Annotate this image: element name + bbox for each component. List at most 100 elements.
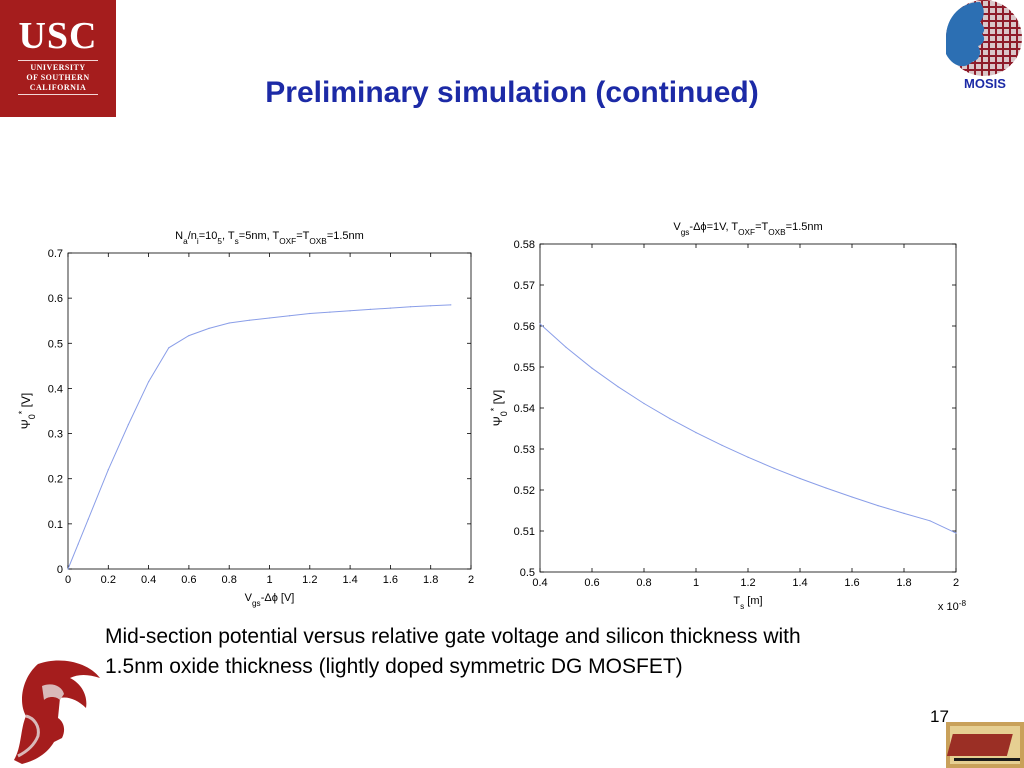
x-tick-label: 0.4 <box>141 574 156 586</box>
data-point <box>430 305 432 307</box>
data-point <box>955 532 957 534</box>
data-point <box>389 307 391 309</box>
data-point <box>248 319 250 321</box>
y-tick-label: 0 <box>57 564 63 576</box>
data-point <box>695 432 697 434</box>
data-point <box>825 487 827 489</box>
x-tick-label: 0 <box>65 574 71 586</box>
y-axis-label: Ψ0* [V] <box>489 390 509 427</box>
x-tick-label: 0.2 <box>101 574 116 586</box>
data-point <box>643 402 645 405</box>
mosis-logo <box>946 0 1022 76</box>
usc-logo-rule <box>18 94 98 95</box>
data-point <box>67 568 69 570</box>
data-point <box>669 418 671 420</box>
usc-logo: USC UNIVERSITY OF SOUTHERN CALIFORNIA <box>0 0 116 117</box>
usc-trojan-logo <box>14 660 100 764</box>
chart-title: Vgs-Δϕ=1V, TOXF=TOXB=1.5nm <box>673 221 822 237</box>
data-point <box>877 505 879 507</box>
usc-logo-rule <box>18 60 98 61</box>
x-tick-label: 0.8 <box>636 577 651 589</box>
data-point <box>450 304 452 306</box>
data-point <box>289 315 291 317</box>
x-tick-label: 0.6 <box>584 577 599 589</box>
x-axis-exponent: x 10-8 <box>938 599 967 614</box>
y-tick-label: 0.56 <box>514 321 535 333</box>
y-tick-label: 0.58 <box>514 239 535 251</box>
x-tick-label: 1.8 <box>423 574 438 586</box>
x-tick-label: 1.8 <box>896 577 911 589</box>
chart-potential-vs-gate-voltage: 0 0.2 0.4 0.6 0.8 1 1.2 1.4 1.6 1.8 2 0 0.1 0.2 0.3 0.4… <box>17 230 474 608</box>
data-point <box>77 543 79 545</box>
y-tick-label: 0.3 <box>48 429 63 441</box>
page-number: 17 <box>930 707 949 726</box>
x-tick-label: 1 <box>266 574 272 586</box>
x-tick-label: 1.2 <box>302 574 317 586</box>
y-tick-label: 0.7 <box>48 248 63 260</box>
data-point <box>799 477 801 480</box>
x-tick-label: 2 <box>468 574 474 586</box>
x-tick-label: 1 <box>693 577 699 589</box>
y-tick-label: 0.53 <box>514 444 535 456</box>
data-point <box>268 317 271 319</box>
x-tick-label: 0.6 <box>181 574 196 586</box>
usc-logo-wordmark: USC <box>18 15 98 57</box>
data-point <box>410 306 412 308</box>
y-tick-label: 0.52 <box>514 485 535 497</box>
y-tick-label: 0.6 <box>48 293 63 305</box>
usc-logo-line2: OF SOUTHERN <box>26 73 90 82</box>
x-tick-label: 1.4 <box>792 577 807 589</box>
y-tick-label: 0.55 <box>514 362 535 374</box>
series-line <box>67 304 451 570</box>
y-tick-label: 0.54 <box>514 403 535 415</box>
mosis-label: MOSIS <box>964 76 1006 91</box>
mosis-head-icon <box>946 2 985 67</box>
x-tick-label: 1.4 <box>342 574 357 586</box>
usc-logo-line1: UNIVERSITY <box>30 63 86 72</box>
data-point <box>107 469 109 471</box>
y-tick-label: 0.5 <box>48 338 63 350</box>
isi-logo <box>946 722 1024 768</box>
data-point <box>591 367 593 369</box>
y-tick-label: 0.4 <box>48 383 63 395</box>
data-point <box>851 496 853 498</box>
x-tick-label: 1.6 <box>383 574 398 586</box>
data-point <box>773 467 775 469</box>
caption-line-2: 1.5nm oxide thickness (lightly doped sym… <box>105 655 683 678</box>
data-point <box>168 347 170 349</box>
x-tick-label: 0.4 <box>532 577 547 589</box>
data-point <box>309 312 311 315</box>
chart-potential-vs-silicon-thickness: 0.4 0.6 0.8 1 1.2 1.4 1.6 1.8 2 0.5 0.51 0.52 0.53 0.… <box>489 221 967 614</box>
data-point <box>148 381 150 383</box>
chart-title: Na/ni=105, Ts=5nm, TOXF=TOXB=1.5nm <box>175 230 364 246</box>
data-point <box>565 346 567 348</box>
y-tick-label: 0.1 <box>48 519 63 531</box>
x-tick-label: 1.6 <box>844 577 859 589</box>
data-point <box>228 322 230 324</box>
data-point <box>349 310 351 312</box>
data-point <box>903 512 905 514</box>
y-tick-label: 0.5 <box>520 567 535 579</box>
figure-caption: Mid-section potential versus relative ga… <box>105 622 985 682</box>
x-tick-label: 0.8 <box>222 574 237 586</box>
x-tick-label: 2 <box>953 577 959 589</box>
data-point <box>369 308 371 310</box>
data-point <box>617 386 619 388</box>
series-line <box>539 323 957 534</box>
slide-title: Preliminary simulation (continued) <box>265 76 759 109</box>
caption-line-1: Mid-section potential versus relative ga… <box>105 625 801 648</box>
data-point <box>329 311 331 313</box>
y-tick-label: 0.57 <box>514 280 535 292</box>
x-tick-label: 1.2 <box>740 577 755 589</box>
y-tick-label: 0.51 <box>514 526 535 538</box>
usc-logo-line3: CALIFORNIA <box>29 83 87 92</box>
data-point <box>721 444 723 446</box>
plot-frame <box>539 243 957 573</box>
plot-frame <box>67 252 472 570</box>
data-point <box>747 456 749 458</box>
data-point <box>539 323 541 325</box>
data-point <box>929 520 931 522</box>
data-point <box>188 335 190 337</box>
y-tick-label: 0.2 <box>48 474 63 486</box>
x-axis-label: Vgs-Δϕ [V] <box>245 592 295 608</box>
